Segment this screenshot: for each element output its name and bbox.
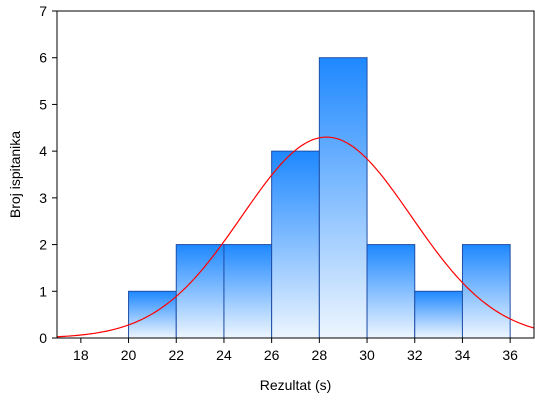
x-tick-label: 34 (455, 347, 471, 363)
x-tick-label: 22 (168, 347, 184, 363)
y-tick-label: 3 (39, 190, 47, 206)
histogram-bar-28-30 (318, 57, 368, 339)
x-axis-label: Rezultat (s) (260, 377, 332, 393)
normal-curve (56, 136, 535, 338)
x-tick-label: 18 (73, 347, 89, 363)
x-tick-label: 26 (264, 347, 280, 363)
y-axis-label: Broj ispitanika (7, 131, 23, 218)
y-axis-ticks: 0 1 2 3 4 5 6 7 (39, 3, 57, 346)
y-tick-label: 6 (39, 50, 47, 66)
histogram-bar-30-32 (366, 244, 416, 339)
histogram-bar-32-34 (414, 290, 463, 339)
y-tick-label: 0 (39, 330, 47, 346)
y-tick-label: 1 (39, 283, 47, 299)
y-tick-label: 2 (39, 237, 47, 253)
histogram-bar-26-28 (271, 150, 320, 339)
x-tick-label: 32 (407, 347, 423, 363)
histogram-bar-24-26 (223, 244, 273, 339)
x-tick-label: 20 (121, 347, 137, 363)
x-tick-label: 28 (312, 347, 328, 363)
histogram-bar-22-24 (175, 244, 225, 339)
y-tick-label: 5 (39, 96, 47, 112)
y-tick-label: 7 (39, 3, 47, 19)
x-tick-label: 30 (359, 347, 375, 363)
x-axis-ticks: 18 20 22 24 26 28 30 32 34 36 (73, 338, 518, 363)
histogram-bar-20-22 (128, 290, 177, 339)
plot-frame (56, 10, 535, 339)
histogram-bars (128, 57, 511, 339)
y-tick-label: 4 (39, 143, 47, 159)
x-tick-label: 36 (502, 347, 518, 363)
x-tick-label: 24 (216, 347, 232, 363)
histogram-bar-34-36 (461, 244, 511, 339)
